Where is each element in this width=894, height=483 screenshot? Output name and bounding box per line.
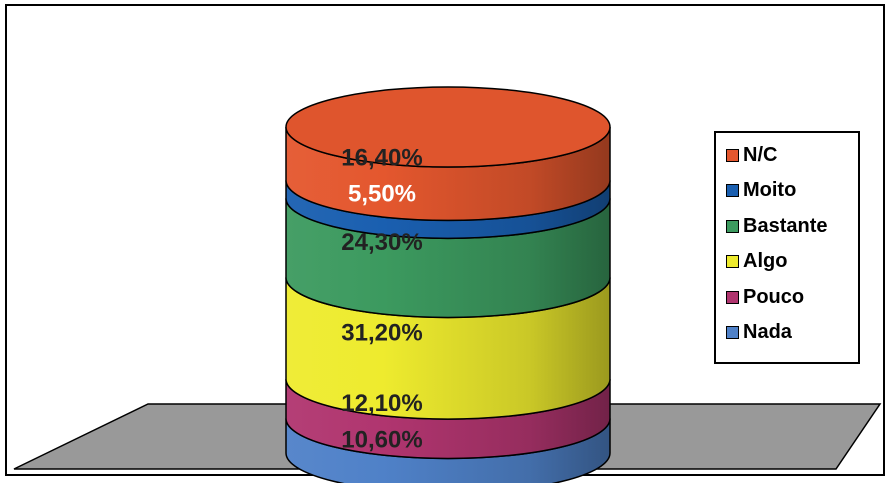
- legend-swatch: [726, 148, 739, 162]
- legend-item-moito: Moito: [726, 179, 796, 203]
- legend-swatch: [726, 219, 739, 233]
- data-label-pouco: 12,10%: [341, 390, 422, 417]
- legend-item-algo: Algo: [726, 250, 787, 274]
- legend-item-bastante: Bastante: [726, 214, 827, 238]
- legend-item-n-c: N/C: [726, 143, 777, 167]
- legend-item-pouco: Pouco: [726, 285, 804, 309]
- data-label-n-c: 16,40%: [341, 145, 422, 172]
- data-label-algo: 31,20%: [341, 319, 422, 346]
- legend-label: N/C: [743, 143, 778, 166]
- data-label-bastante: 24,30%: [341, 229, 422, 256]
- cylinder-stack: [285, 86, 611, 483]
- legend-swatch: [726, 290, 739, 304]
- legend-swatch: [726, 255, 739, 268]
- legend-item-nada: Nada: [726, 321, 792, 345]
- data-label-moito: 5,50%: [348, 180, 416, 207]
- data-label-nada: 10,60%: [341, 427, 422, 454]
- legend-label: Bastante: [743, 214, 828, 237]
- legend-swatch: [726, 326, 739, 339]
- cylinder-top: [285, 86, 611, 168]
- legend-label: Nada: [743, 321, 792, 343]
- legend-label: Moito: [743, 179, 797, 201]
- legend: N/C Moito Bastante Algo Pouco Nada: [714, 131, 860, 364]
- legend-swatch: [726, 184, 739, 197]
- legend-label: Algo: [743, 250, 788, 272]
- data-labels: 10,60% 12,10% 31,20% 24,30% 5,50% 16,40%: [341, 145, 422, 454]
- legend-label: Pouco: [743, 285, 805, 308]
